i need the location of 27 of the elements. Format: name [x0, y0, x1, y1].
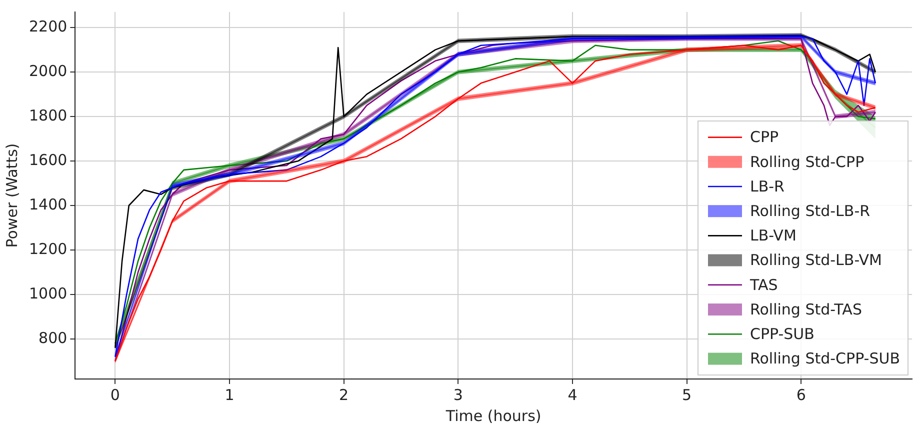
legend-label: CPP-SUB — [750, 324, 814, 343]
x-tick-label: 6 — [796, 386, 806, 404]
y-tick-label: 1800 — [28, 106, 68, 124]
y-tick-label: 1200 — [28, 240, 68, 258]
legend-label: Rolling Std-LB-R — [750, 202, 870, 220]
x-tick-label: 0 — [110, 386, 120, 404]
x-tick-label: 4 — [568, 386, 578, 404]
y-axis-title: Power (Watts) — [2, 143, 21, 248]
legend-label: TAS — [749, 276, 778, 294]
x-tick-label: 5 — [682, 386, 692, 404]
legend-label: LB-VM — [750, 226, 796, 245]
legend-label: Rolling Std-TAS — [750, 300, 862, 318]
x-axis-title: Time (hours) — [444, 406, 542, 425]
y-tick-label: 2200 — [28, 17, 68, 36]
y-tick-label: 2000 — [28, 62, 68, 80]
x-tick-label: 2 — [339, 386, 349, 404]
legend-label: Rolling Std-LB-VM — [750, 251, 882, 270]
y-tick-label: 800 — [38, 328, 68, 347]
legend-label: Rolling Std-CPP — [750, 152, 864, 171]
y-tick-label: 1000 — [28, 284, 68, 302]
y-tick-label: 1400 — [28, 195, 68, 214]
y-tick-label: 1600 — [28, 150, 68, 169]
x-tick-label: 3 — [453, 386, 463, 404]
legend-label: LB-R — [750, 177, 784, 196]
x-tick-label: 1 — [224, 386, 234, 404]
legend-label: CPP — [750, 128, 779, 146]
legend-label: Rolling Std-CPP-SUB — [750, 350, 900, 368]
